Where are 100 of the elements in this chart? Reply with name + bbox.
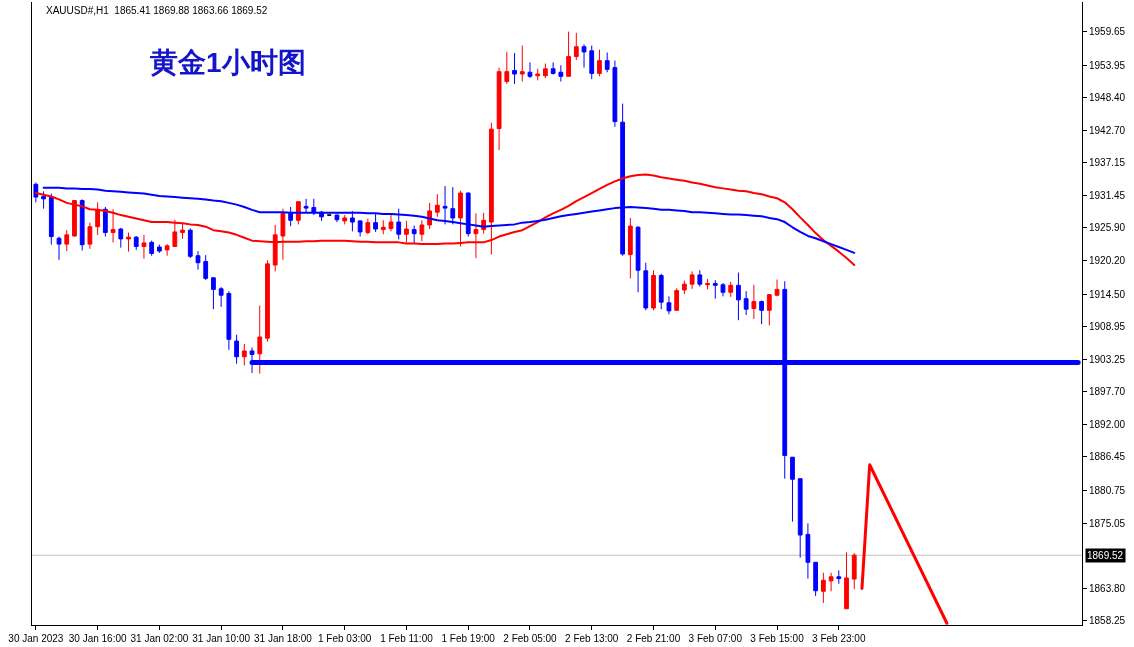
- candlestick: [419, 219, 425, 242]
- y-tick-label: 1908.95: [1089, 320, 1126, 332]
- x-tick-label: 1 Feb 11:00: [380, 633, 434, 644]
- candlestick: [172, 219, 178, 248]
- candlestick: [180, 222, 185, 240]
- candlestick: [705, 278, 710, 290]
- y-tick-label: 1953.95: [1089, 59, 1126, 71]
- x-tick-label: 2 Feb 21:00: [626, 633, 681, 644]
- candlestick: [674, 287, 680, 312]
- candlestick: [41, 190, 46, 210]
- candlestick: [133, 235, 139, 251]
- candlestick: [164, 243, 170, 257]
- candlestick: [373, 212, 378, 233]
- candlestick: [118, 227, 124, 249]
- candlestick: [218, 286, 224, 308]
- candlestick: [48, 193, 54, 246]
- candlestick: [380, 219, 386, 235]
- y-tick-label: 1925.90: [1089, 222, 1126, 234]
- x-tick-label: 30 Jan 16:00: [68, 633, 127, 644]
- candlestick: [658, 273, 664, 310]
- candlestick: [543, 63, 548, 79]
- x-tick-label: 30 Jan 2023: [8, 633, 64, 644]
- candlestick: [388, 214, 394, 232]
- candlestick: [820, 572, 826, 604]
- y-tick-label: 1948.40: [1089, 91, 1126, 103]
- candlestick: [728, 281, 734, 298]
- candlestick: [504, 51, 510, 85]
- y-tick-label: 1897.70: [1089, 386, 1126, 398]
- y-tick-label: 1920.20: [1089, 255, 1126, 267]
- candlestick: [813, 561, 819, 597]
- candlestick: [597, 49, 602, 77]
- y-tick-label: 1892.00: [1089, 419, 1126, 431]
- candlestick: [844, 551, 849, 610]
- candlestick: [643, 262, 649, 311]
- y-tick-label: 1875.05: [1089, 517, 1126, 529]
- candlestick: [751, 284, 757, 320]
- x-tick-label: 3 Feb 15:00: [750, 633, 805, 644]
- candlestick: [141, 234, 147, 260]
- y-tick-label: 1886.45: [1089, 451, 1126, 463]
- y-tick-label: 1959.65: [1089, 26, 1126, 38]
- candlestick: [836, 569, 842, 585]
- candlestick: [759, 299, 764, 325]
- candlestick: [766, 293, 772, 326]
- candlestick: [535, 68, 541, 81]
- x-tick-label: 3 Feb 23:00: [812, 633, 866, 644]
- candlestick: [604, 52, 610, 73]
- candlestick: [334, 214, 340, 223]
- candlestick: [357, 219, 363, 238]
- text: 黄金1小时图: [149, 46, 306, 78]
- candlestick: [519, 45, 525, 83]
- y-tick-label: 1880.75: [1089, 484, 1126, 496]
- candlestick: [496, 67, 502, 151]
- y-tick-label: 1903.25: [1089, 353, 1126, 365]
- candlestick: [512, 52, 517, 85]
- candlestick: [288, 206, 294, 227]
- candlestick: [203, 254, 209, 281]
- candlestick: [712, 279, 718, 300]
- candlestick: [396, 208, 402, 240]
- candlestick: [527, 61, 533, 79]
- candlestick: [465, 191, 471, 238]
- candlestick: [126, 232, 131, 253]
- candlestick: [434, 193, 440, 218]
- y-tick-label: 1863.80: [1089, 582, 1126, 594]
- candlestick: [95, 201, 101, 236]
- candlestick: [303, 198, 309, 214]
- candlestick: [257, 305, 263, 375]
- ref-line-label: 1869.52: [1087, 550, 1124, 561]
- candlestick: [743, 290, 749, 316]
- y-tick-label: 1931.45: [1089, 190, 1126, 202]
- candlestick: [851, 552, 857, 590]
- x-tick-label: 1 Feb 19:00: [441, 633, 496, 644]
- candlestick: [473, 212, 479, 259]
- candlestick: [295, 200, 301, 225]
- candlestick: [612, 60, 618, 128]
- candlestick: [697, 269, 703, 287]
- candlestick: [157, 244, 162, 254]
- candlestick: [110, 208, 116, 243]
- candlestick: [72, 199, 77, 238]
- candlestick: [573, 32, 579, 61]
- x-tick-label: 1 Feb 03:00: [317, 633, 372, 644]
- candlestick: [56, 236, 62, 261]
- x-tick-label: 3 Feb 07:00: [688, 633, 743, 644]
- candlestick: [550, 61, 556, 76]
- candlestick: [411, 225, 417, 245]
- candlestick: [265, 259, 270, 343]
- candlestick: [87, 222, 93, 250]
- candlestick: [226, 290, 232, 351]
- candlestick: [736, 272, 741, 321]
- candlestick: [558, 64, 564, 83]
- candlestick: [774, 279, 780, 297]
- candlestick: [241, 343, 247, 366]
- candlestick: [33, 182, 39, 203]
- candlestick: [828, 572, 834, 592]
- x-tick-label: 31 Jan 10:00: [192, 633, 251, 644]
- candlestick: [149, 240, 155, 257]
- candlestick: [797, 478, 803, 559]
- y-tick-label: 1937.15: [1089, 157, 1126, 169]
- x-tick-label: 31 Jan 02:00: [130, 633, 189, 644]
- candlestick: [365, 218, 371, 235]
- candlestick: [280, 208, 286, 261]
